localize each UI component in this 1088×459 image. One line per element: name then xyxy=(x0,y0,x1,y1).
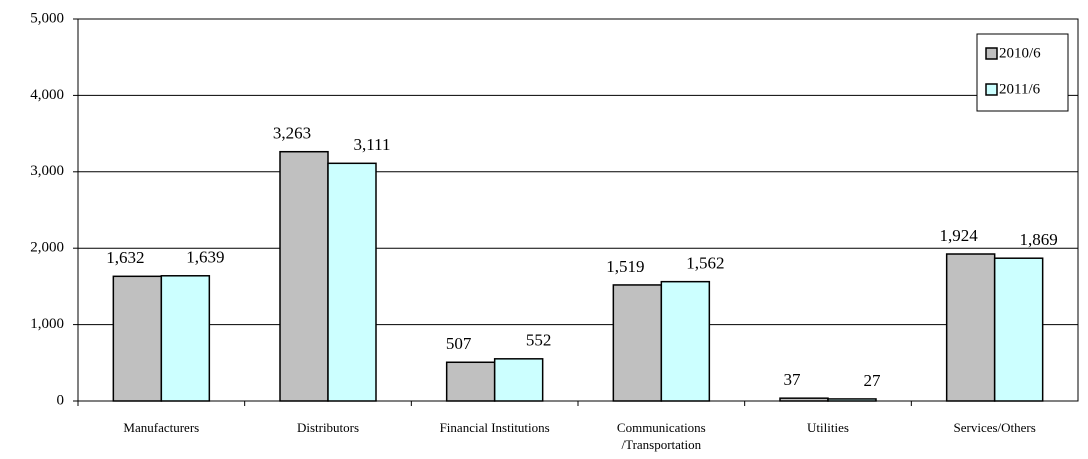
y-tick-label: 4,000 xyxy=(30,87,64,103)
x-tick-label: Communications /Transportation xyxy=(616,420,706,452)
y-tick-label: 3,000 xyxy=(30,163,64,179)
data-label: 1,562 xyxy=(686,254,724,273)
data-label: 507 xyxy=(446,334,472,353)
data-label: 37 xyxy=(784,370,802,389)
data-label: 27 xyxy=(864,371,882,390)
bar xyxy=(660,280,711,402)
bar xyxy=(493,358,544,402)
bar xyxy=(279,150,329,402)
x-tick-label: Financial Institutions xyxy=(439,420,550,435)
x-tick-label: Manufacturers xyxy=(123,420,200,435)
legend-swatch xyxy=(985,83,998,96)
bar xyxy=(445,361,496,402)
data-label: 1,639 xyxy=(186,248,224,267)
legend-label: 2011/6 xyxy=(999,81,1041,97)
bar xyxy=(612,284,663,402)
x-tick-label: Utilities xyxy=(807,420,849,435)
legend-swatch xyxy=(985,47,998,60)
data-label: 552 xyxy=(526,331,552,350)
data-label: 3,111 xyxy=(354,135,391,154)
data-label: 1,924 xyxy=(940,226,979,245)
y-tick-label: 2,000 xyxy=(30,240,64,256)
x-tick-label: Services/Others xyxy=(953,420,1036,435)
data-label: 1,519 xyxy=(606,257,644,276)
bar xyxy=(993,257,1044,402)
bar xyxy=(112,275,163,402)
x-tick-label: Distributors xyxy=(296,420,360,435)
bar xyxy=(945,253,996,402)
data-label: 1,632 xyxy=(106,248,144,267)
bar xyxy=(160,275,211,402)
bar xyxy=(827,398,877,402)
legend-label: 2010/6 xyxy=(999,45,1041,61)
data-label: 3,263 xyxy=(273,124,311,143)
plot-frame xyxy=(77,18,1079,402)
bar xyxy=(779,397,829,402)
y-tick-label: 1,000 xyxy=(30,316,64,332)
legend-box xyxy=(976,33,1069,112)
data-label: 1,869 xyxy=(1020,230,1058,249)
bar xyxy=(327,162,377,402)
y-tick-label: 5,000 xyxy=(30,10,64,26)
y-tick-label: 0 xyxy=(57,392,65,408)
